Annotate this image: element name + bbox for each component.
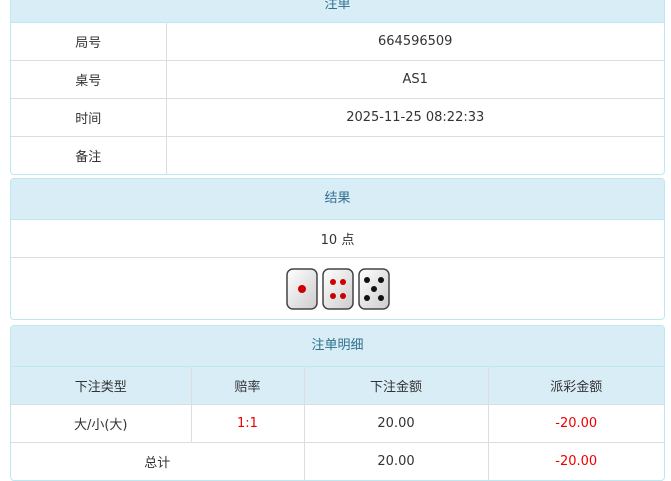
die — [357, 267, 390, 310]
panel-title: 结果 — [11, 179, 664, 220]
field-value: AS1 — [165, 60, 664, 99]
panel-title: 注单明细 — [11, 326, 664, 367]
pip — [377, 276, 384, 283]
order-row: 局号 664596509 — [11, 23, 664, 61]
pip — [377, 294, 384, 301]
total-row: 总计 20.00 -20.00 — [11, 442, 664, 480]
field-label: 时间 — [11, 98, 166, 137]
pip — [297, 284, 306, 293]
pip — [363, 294, 370, 301]
field-value — [165, 136, 664, 174]
bet-cell: 20.00 — [303, 404, 488, 443]
die — [285, 267, 318, 310]
result-panel: 结果 10 点 — [10, 178, 665, 320]
field-label: 桌号 — [11, 60, 166, 99]
panel-title: 注单 — [324, 0, 351, 12]
column-header: 下注金额 — [303, 367, 488, 405]
result-table: 10 点 — [11, 220, 664, 319]
pip — [329, 278, 336, 285]
pip — [329, 292, 336, 299]
column-header: 赔率 — [190, 367, 304, 405]
field-value: 664596509 — [165, 23, 664, 61]
bet-cell: 大/小(大) — [11, 404, 191, 443]
field-label: 备注 — [11, 136, 166, 174]
pip — [363, 276, 370, 283]
order-row: 桌号 AS1 — [11, 60, 664, 99]
order-panel: 注单 局号 664596509 桌号 AS1 时间 2025-11-25 08:22:33… — [10, 0, 665, 175]
field-label: 局号 — [75, 36, 102, 51]
field-value: 2025-11-25 08:22:33 — [165, 98, 664, 137]
total-payout: -20.00 — [487, 442, 664, 480]
total-label: 总计 — [11, 442, 304, 480]
column-header: 派彩金额 — [487, 367, 664, 405]
order-row: 时间 2025-11-25 08:22:33 — [11, 98, 664, 137]
bet-row: 大/小(大) 1:1 20.00 -20.00 — [11, 404, 664, 443]
order-table: 局号 664596509 桌号 AS1 时间 2025-11-25 08:22:33 备注 — [11, 23, 664, 174]
dice-cell — [11, 257, 664, 319]
total-bet: 20.00 — [303, 442, 488, 480]
pip — [339, 278, 346, 285]
bet-cell: 1:1 — [190, 404, 304, 443]
die — [321, 267, 354, 310]
bet-cell: -20.00 — [487, 404, 664, 443]
panel-header: 注单 — [11, 0, 664, 23]
points: 10 点 — [320, 233, 355, 248]
header-row: 下注类型 赔率 下注金额 派彩金额 — [11, 367, 664, 405]
pip — [370, 285, 377, 292]
order-row: 备注 — [11, 136, 664, 174]
pip — [339, 292, 346, 299]
detail-panel: 注单明细 下注类型 赔率 下注金额 派彩金额 大/小(大) 1:1 20.00 -20.00 总… — [10, 325, 665, 481]
column-header: 下注类型 — [11, 367, 191, 405]
detail-table: 下注类型 赔率 下注金额 派彩金额 大/小(大) 1:1 20.00 -20.00 总计 20.0… — [11, 367, 664, 480]
